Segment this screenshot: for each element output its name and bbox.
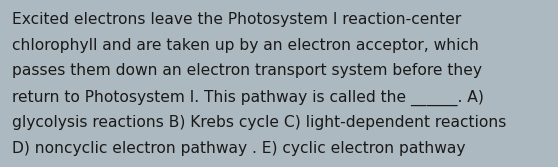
Text: chlorophyll and are taken up by an electron acceptor, which: chlorophyll and are taken up by an elect… [12,38,479,53]
Text: D) noncyclic electron pathway . E) cyclic electron pathway: D) noncyclic electron pathway . E) cycli… [12,141,466,156]
Text: passes them down an electron transport system before they: passes them down an electron transport s… [12,63,482,78]
Text: Excited electrons leave the Photosystem I reaction-center: Excited electrons leave the Photosystem … [12,12,461,27]
Text: return to Photosystem I. This pathway is called the ______. A): return to Photosystem I. This pathway is… [12,89,484,106]
Text: glycolysis reactions B) Krebs cycle C) light-dependent reactions: glycolysis reactions B) Krebs cycle C) l… [12,115,507,130]
